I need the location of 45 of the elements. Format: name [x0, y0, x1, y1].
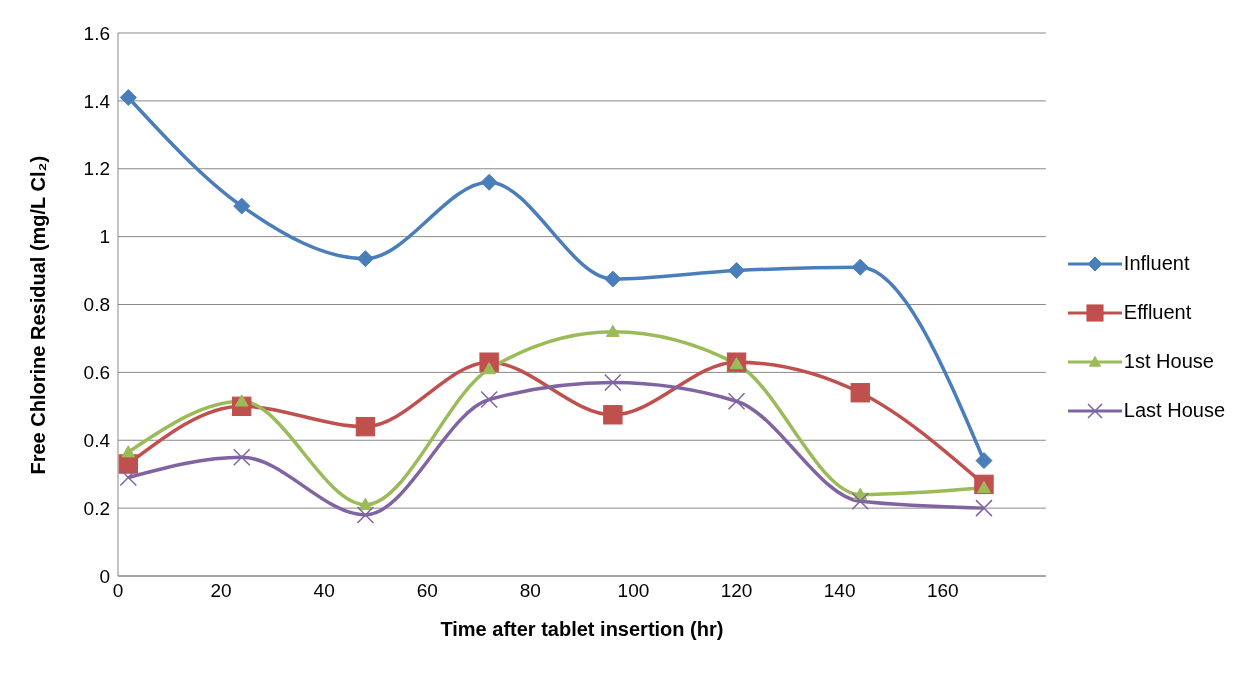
point: [603, 405, 623, 425]
y-tick-label: 0.8: [83, 294, 110, 316]
x-tick-label: 160: [926, 580, 959, 602]
y-tick-label: 1.4: [83, 90, 111, 112]
y-axis-title: Free Chlorine Residual (mg/L Cl₂): [27, 155, 50, 475]
x-tick-label: 80: [519, 580, 541, 602]
point: [604, 373, 622, 392]
point: [233, 197, 251, 215]
y-tick-label: 0: [99, 565, 110, 587]
y-tick-label: 1.6: [83, 22, 110, 44]
point: [851, 492, 870, 511]
point: [119, 88, 137, 106]
point: [232, 448, 251, 466]
x-axis-title: Time after tablet insertion (hr): [440, 618, 724, 640]
point: [355, 416, 376, 437]
legend-label: Last House: [1123, 399, 1225, 422]
legend-label: Influent: [1123, 252, 1190, 275]
legend-label: Effluent: [1123, 301, 1192, 324]
y-tick-label: 0.4: [83, 429, 111, 451]
y-tick-label: 0.2: [83, 497, 110, 519]
point: [356, 506, 375, 524]
y-tick-label: 0.6: [83, 362, 110, 384]
point: [121, 445, 136, 458]
x-tick-label: 140: [823, 580, 856, 602]
point: [728, 262, 746, 280]
point: [605, 324, 620, 337]
legend-label: 1st House: [1123, 350, 1214, 373]
point: [356, 250, 374, 268]
y-tick-label: 1.2: [83, 158, 110, 180]
point: [480, 173, 498, 191]
x-tick-label: 40: [313, 580, 335, 602]
point: [975, 499, 993, 517]
point: [975, 452, 993, 470]
x-tick-label: 100: [617, 580, 650, 602]
point: [358, 497, 373, 511]
point: [851, 258, 869, 276]
point: [850, 383, 870, 403]
point: [727, 392, 746, 410]
x-tick-label: 60: [416, 580, 438, 602]
point: [480, 390, 498, 409]
point: [119, 468, 138, 487]
point: [604, 270, 622, 288]
x-tick-label: 20: [210, 580, 232, 602]
x-tick-label: 120: [720, 580, 753, 602]
y-tick-label: 1: [99, 226, 110, 248]
